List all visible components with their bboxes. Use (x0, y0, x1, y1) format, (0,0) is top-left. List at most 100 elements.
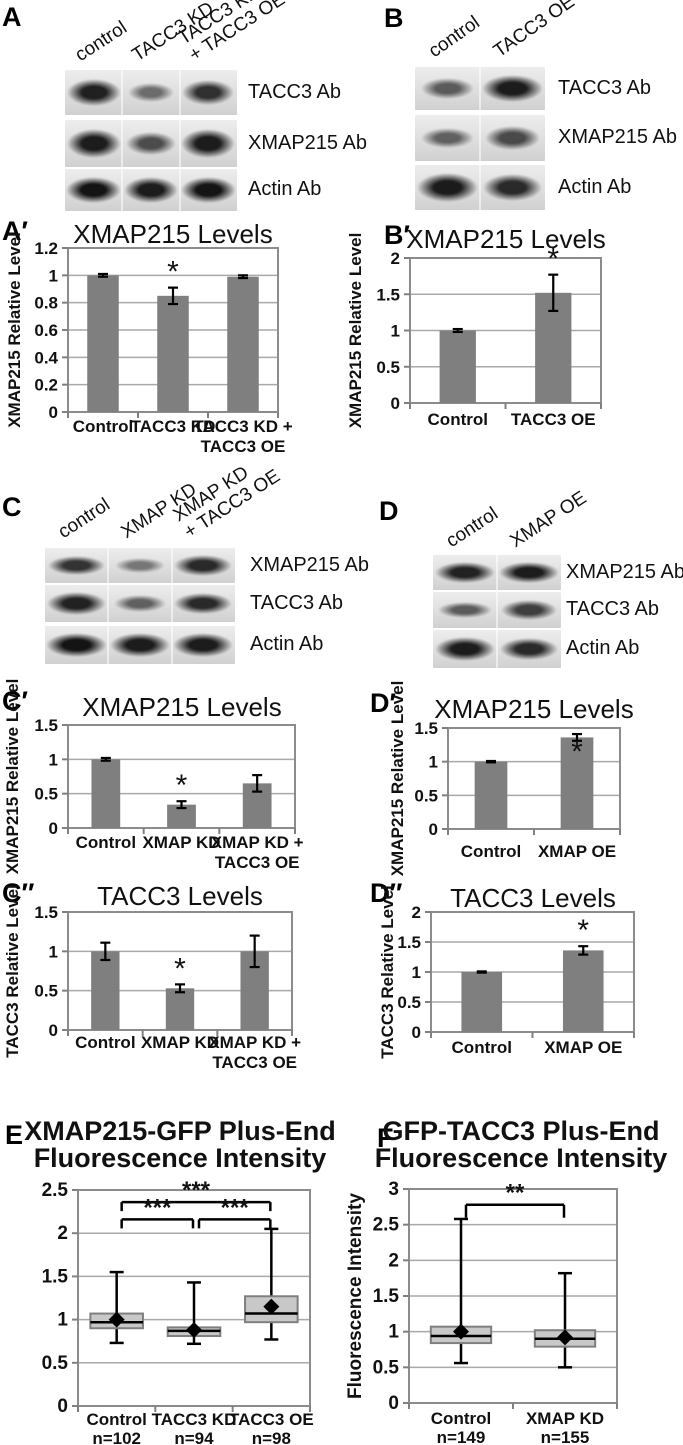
x-category-label: Control (428, 410, 488, 429)
lane-separator (178, 70, 181, 115)
protein-band (110, 633, 170, 657)
panel-label-b: B (384, 3, 404, 33)
panel-western-blot-d: D control XMAP OE XMAP215 Ab TACC3 Ab Actin … (379, 487, 683, 692)
mean-diamond (186, 1321, 202, 1338)
y-tick-label: 0.4 (34, 348, 58, 367)
y-tick-label: 2 (57, 1223, 68, 1244)
x-category-label: Control (76, 833, 136, 852)
y-tick-label: 1.5 (376, 285, 400, 304)
protein-band (48, 555, 106, 576)
y-tick-label: 1 (391, 322, 400, 341)
significance-star: ** (506, 1180, 525, 1207)
lane-separator (107, 548, 110, 583)
mean-diamond (263, 1298, 280, 1315)
lane-separator (479, 165, 481, 210)
protein-band (180, 176, 236, 204)
antibody-label: Actin Ab (566, 637, 640, 659)
antibody-label: TACC3 Ab (250, 591, 343, 614)
lane-separator (170, 626, 173, 664)
y-tick-label: 0.2 (34, 376, 58, 395)
x-category-label: TACC3 KD + (193, 417, 292, 436)
lane-separator (107, 626, 110, 664)
lane-separator (479, 67, 481, 110)
sample-size-label: n=94 (174, 1429, 214, 1445)
y-tick-label: 2 (412, 903, 421, 922)
panel-label-d: D (379, 496, 399, 526)
panel-label-a-prime: A′ (2, 216, 28, 246)
panel-label-c-double-prime: C″ (2, 878, 35, 908)
antibody-label: XMAP215 Ab (248, 131, 367, 154)
antibody-label: XMAP215 Ab (566, 560, 683, 583)
y-tick-label: 1.5 (373, 1286, 400, 1307)
protein-band (181, 128, 236, 159)
significance-star: * (167, 256, 179, 289)
chart-title: Fluorescence Intensity (34, 1143, 327, 1173)
x-category-label: Control (75, 1033, 135, 1052)
y-tick-label: 2.5 (42, 1180, 69, 1201)
bar (474, 761, 508, 829)
significance-star: * (174, 952, 186, 985)
y-axis-label: TACC3 Relative Level (3, 884, 22, 1058)
x-category-label: Control (452, 1038, 512, 1057)
plot-border (447, 727, 621, 830)
blot-strip (433, 555, 561, 590)
x-category-label: XMAP OE (538, 842, 616, 861)
bar (560, 737, 594, 829)
significance-star: * (176, 769, 188, 802)
y-tick-label: 1 (49, 266, 58, 285)
y-tick-label: 0.5 (42, 1353, 69, 1374)
lane-separator (121, 169, 124, 211)
protein-band (174, 592, 233, 615)
antibody-label: Actin Ab (248, 178, 322, 200)
antibody-label: Actin Ab (250, 633, 324, 655)
panel-label-e: E (5, 1120, 24, 1150)
blot-strip (415, 165, 545, 210)
protein-band (123, 176, 179, 204)
panel-chart-c-double-prime: C″ 0 0.5 1 1.5 TACC3 Levels TACC3 Relative Le… (0, 878, 341, 1110)
x-category-label: XMAP KD (141, 1033, 219, 1052)
bar (439, 330, 476, 403)
y-tick-label: 1.5 (34, 903, 58, 922)
protein-band (435, 561, 495, 584)
antibody-label: Actin Ab (558, 175, 632, 198)
antibody-label: XMAP215 Ab (558, 126, 677, 148)
x-category-label: TACC3 OE (229, 1410, 314, 1429)
x-category-label: TACC3 KD (131, 417, 216, 436)
western-blot-b: control TACC3 OE TACC3 Ab XMAP215 Ab Actin A… (384, 0, 683, 214)
lane-separator (496, 592, 498, 628)
bar (87, 275, 119, 412)
y-tick-label: 1.5 (414, 719, 438, 738)
antibody-label: TACC3 Ab (566, 598, 659, 620)
protein-band (114, 595, 166, 612)
panel-label-d-prime: D′ (370, 688, 396, 718)
panel-western-blot-c: C control XMAP KD XMAP KD + TACC3 OE XMAP215… (0, 462, 369, 692)
lane-label: control (71, 17, 131, 66)
chart-title: XMAP215 Levels (82, 692, 281, 722)
lane-separator (178, 169, 181, 211)
panel-western-blot-b: B control TACC3 OE TACC3 Ab XMAP215 Ab Actin… (384, 0, 683, 214)
chart-title: XMAP215 Levels (406, 224, 605, 254)
y-tick-label: 0 (49, 1021, 58, 1040)
y-tick-label: 0 (391, 394, 400, 413)
y-tick-label: 2 (388, 1250, 399, 1271)
protein-band (434, 637, 496, 661)
x-category-label: XMAP KD (526, 1409, 604, 1428)
lane-separator (170, 585, 173, 622)
panel-label-d-double-prime: D″ (370, 878, 403, 908)
plot-border (77, 1189, 311, 1407)
y-tick-label: 0 (57, 1396, 68, 1417)
protein-band (66, 78, 121, 107)
panel-label-c: C (2, 492, 22, 522)
x-category-label: TACC3 OE (201, 437, 286, 456)
protein-band (115, 558, 165, 573)
chart-title: XMAP215 Levels (73, 219, 272, 249)
protein-band (500, 600, 558, 620)
bar-chart-tacc3-levels-d-double-prime: 0 0.5 1 1.5 2 TACC3 Levels TACC3 Relative Leve… (378, 883, 635, 1059)
bar (227, 276, 259, 412)
y-tick-label: 0 (429, 820, 438, 839)
protein-band (484, 126, 541, 150)
antibody-label: XMAP215 Ab (250, 553, 369, 576)
panel-chart-a-prime: A′ 0 0.2 0.4 0.6 0.8 1 1.2 XMAP215 Levels XMAP21… (0, 215, 341, 478)
panel-chart-d-double-prime: D″ 0 0.5 1 1.5 2 TACC3 Levels TACC3 Relative L… (341, 878, 683, 1110)
